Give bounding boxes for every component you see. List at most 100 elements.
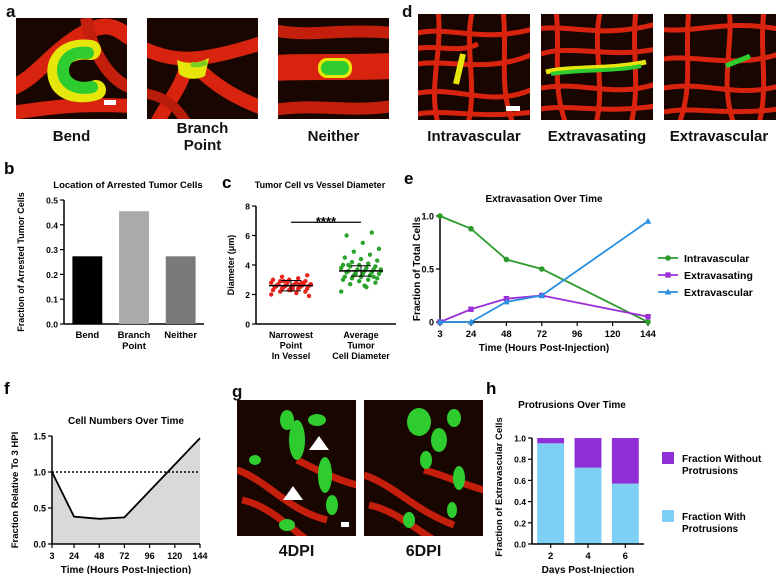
legend-label: Intravascular (684, 253, 749, 265)
chart-extravasation-over-time: e Extravasation Over Time 0 0.5 1.0 3 24 48 72 96… (404, 169, 753, 354)
bar (119, 211, 149, 324)
f-y-tick-label: 1.0 (33, 468, 46, 478)
data-point (299, 280, 304, 285)
stacked-bar-segment (611, 483, 639, 544)
h-y-tick-label: 0.8 (514, 455, 526, 465)
chart-title: Extravasation Over Time (485, 194, 603, 205)
series-line (51, 437, 201, 520)
legend-label: Fraction With Protrusions (682, 512, 746, 535)
data-point (503, 298, 510, 305)
panel-letter-f: f (4, 379, 10, 398)
data-point (346, 262, 351, 268)
legend-marker (665, 272, 671, 278)
data-point (468, 306, 474, 312)
micrograph-neither (278, 18, 389, 119)
x-tick-label: Average Tumor Cell Diameter (332, 330, 390, 361)
data-point (270, 277, 276, 282)
micrograph-intravascular (418, 14, 530, 120)
significance-label: **** (316, 214, 337, 229)
x-tick-label: Neither (164, 330, 197, 341)
legend-marker (664, 288, 672, 295)
data-point (340, 262, 346, 268)
data-point (503, 256, 510, 263)
data-point (344, 233, 349, 238)
caption-neither: Neither (307, 128, 360, 145)
data-point (371, 274, 376, 279)
data-point (375, 258, 380, 263)
e-y-tick-label: 0.5 (421, 265, 434, 275)
data-point (357, 279, 362, 284)
c-y-tick-label: 2 (245, 290, 250, 300)
panel-letter-e: e (404, 169, 413, 188)
panel-letter-b: b (4, 159, 14, 178)
data-point (437, 213, 443, 219)
data-point (339, 289, 344, 294)
c-y-tick-label: 6 (245, 231, 250, 241)
y-axis-label: Fraction Relative To 3 HPI (10, 432, 21, 549)
chart-title: Tumor Cell vs Vessel Diameter (255, 180, 386, 190)
x-tick-label: 120 (167, 551, 182, 561)
data-point (468, 225, 474, 232)
data-point (348, 281, 353, 287)
x-tick-label: Bend (75, 330, 99, 341)
y-axis-label: Diameter (μm) (226, 235, 236, 296)
panel-letter-h: h (486, 379, 496, 398)
x-tick-label: 2 (548, 551, 553, 562)
x-tick-label: 24 (69, 551, 79, 561)
micrograph-bend (16, 18, 127, 119)
x-tick-label: 48 (94, 551, 104, 561)
stacked-bar-segment (537, 438, 565, 444)
data-point (369, 230, 374, 235)
legend-label: Extravasating (684, 270, 753, 282)
data-point (305, 273, 310, 278)
e-y-tick-label: 1.0 (421, 212, 434, 222)
micrograph-extravasating (541, 14, 653, 120)
b-y-tick-label: 0.1 (46, 295, 58, 305)
panel-letter-c: c (222, 173, 231, 192)
data-point (373, 264, 378, 269)
c-y-tick-label: 4 (245, 261, 250, 271)
x-tick-label: 3 (437, 329, 442, 340)
micrograph-6dpi (364, 400, 483, 536)
x-tick-label: Narrowest Point In Vessel (269, 330, 313, 361)
data-point (538, 266, 545, 272)
h-y-tick-label: 0.6 (514, 476, 526, 486)
x-tick-label: 120 (605, 329, 621, 340)
b-y-tick-label: 0.5 (46, 196, 58, 206)
panel-letter-a: a (6, 2, 16, 21)
f-y-tick-label: 1.5 (33, 432, 46, 442)
f-y-tick-label: 0.5 (33, 504, 46, 514)
x-tick-label: 144 (640, 329, 657, 340)
bar (72, 256, 103, 324)
data-point (306, 293, 312, 299)
micrograph-extravascular (664, 14, 776, 120)
data-point (358, 256, 364, 262)
c-y-tick-label: 8 (245, 202, 250, 212)
data-point (644, 217, 652, 224)
h-y-tick-label: 0.0 (514, 540, 526, 550)
data-point (351, 249, 356, 254)
data-point (269, 292, 274, 297)
data-point (467, 318, 475, 325)
panel-letter-g: g (232, 382, 243, 401)
x-tick-label: 72 (119, 551, 129, 561)
x-tick-label: 48 (501, 329, 512, 340)
data-point (294, 280, 299, 285)
data-point (362, 283, 367, 288)
legend-label: Extravascular (684, 287, 753, 299)
micrograph-branch-point (147, 18, 258, 119)
b-y-tick-label: 0.4 (46, 220, 58, 230)
chart-cell-numbers-over-time: f Cell Numbers Over Time 0.0 0.5 1.0 1.5 3 24 48… (4, 379, 208, 574)
data-point (360, 240, 365, 246)
micrograph-4dpi (237, 400, 356, 536)
legend-label: Fraction Without Protrusions (682, 454, 762, 477)
data-point (342, 255, 347, 260)
x-tick-label: 96 (145, 551, 155, 561)
caption-extravasating: Extravasating (547, 128, 647, 145)
data-point (279, 274, 285, 279)
data-point (353, 271, 358, 277)
b-y-tick-label: 0.0 (46, 320, 58, 330)
data-point (342, 274, 347, 279)
stacked-bar-segment (574, 438, 602, 468)
bar (165, 256, 196, 324)
